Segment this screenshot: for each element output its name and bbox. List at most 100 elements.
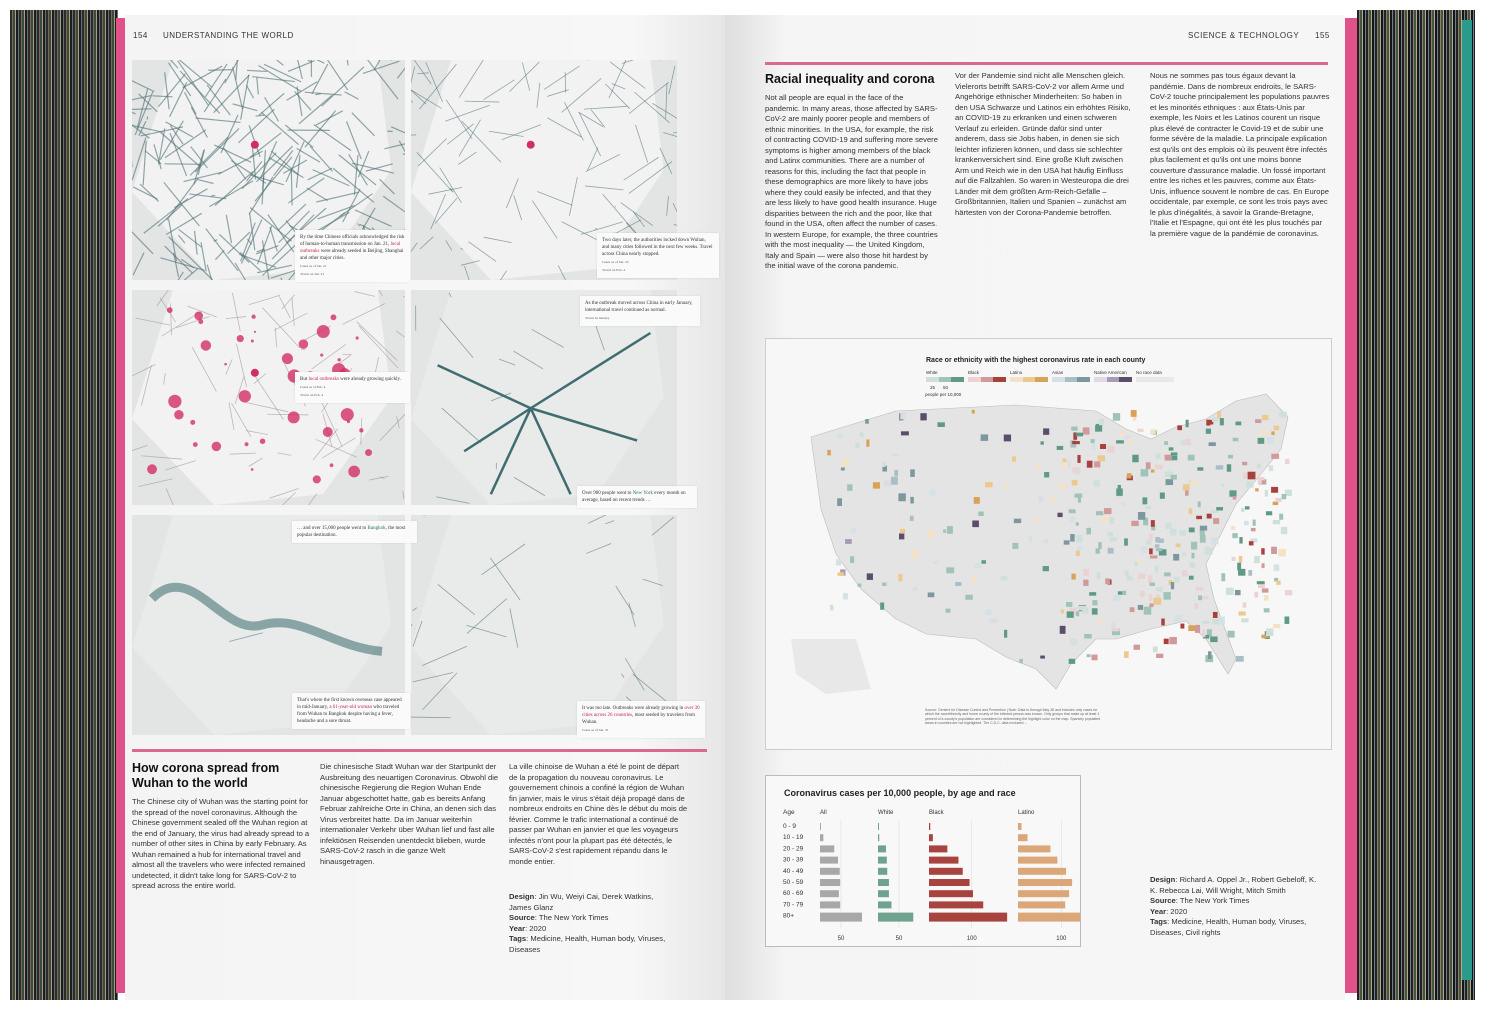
county-cell [1179,530,1186,536]
bar [1018,867,1067,875]
travel-route [269,488,299,499]
county-cell [1164,572,1171,577]
county-cell [1077,546,1083,551]
travel-route [642,578,663,586]
travel-route [624,658,645,691]
county-cell [933,561,938,565]
county-cell [1206,419,1211,426]
travel-route [183,268,199,280]
county-cell [1042,566,1049,572]
county-cell [911,551,918,559]
travel-route [464,266,470,280]
county-cell [898,493,906,502]
travel-route [382,195,405,213]
travel-route [428,187,463,195]
county-cell [1182,484,1190,491]
outbreak-circle [168,394,182,408]
county-cell [909,515,914,521]
county-cell [1165,523,1172,529]
outbreak-circle [236,334,244,343]
county-cell [1066,601,1073,607]
travel-route [165,488,174,505]
county-cell [1188,575,1194,580]
travel-route [163,373,166,385]
travel-route [252,76,295,83]
travel-route [351,162,395,174]
county-cell [1195,624,1201,633]
county-cell [1278,548,1286,557]
travel-route [152,95,173,98]
travel-route [166,177,199,221]
travel-route [141,455,183,460]
county-cell [1211,618,1220,625]
county-cell [1161,618,1165,626]
travel-route [358,325,399,369]
county-cell [1164,441,1168,445]
county-cell [1143,517,1149,526]
travel-route [164,129,207,159]
legend-label: Latino [1010,370,1023,375]
county-cell [845,539,852,544]
county-cell [1058,484,1066,490]
county-cell [1028,535,1033,542]
county-cell [1227,454,1233,459]
travel-route [422,672,458,710]
county-cell [1198,595,1202,601]
travel-route [138,121,147,136]
travel-route [564,101,584,141]
county-cell [1238,611,1246,616]
county-cell [899,528,906,534]
category-label: 20 - 29 [783,845,804,852]
county-cell [927,529,935,538]
county-cell [1243,472,1247,480]
travel-route [346,60,349,66]
bar [929,823,931,830]
travel-route [369,475,389,481]
travel-route [209,180,254,208]
travel-route [439,167,462,203]
travel-route [635,124,649,163]
county-cell [1148,575,1153,583]
county-cell [1075,611,1080,617]
county-cell [1120,502,1126,506]
travel-route [194,128,240,173]
county-cell [1130,410,1137,417]
travel-route [308,493,318,505]
travel-route [425,62,443,102]
county-cell [1155,453,1161,460]
bar [820,879,841,886]
travel-route [177,234,186,244]
county-cell [1221,573,1226,582]
county-cell [865,419,869,424]
travel-route [256,77,259,95]
travel-route [307,167,333,181]
series-label: All [820,810,827,816]
travel-route [290,168,293,206]
county-cell [1083,568,1090,576]
county-cell [1165,479,1174,486]
travel-route [190,106,208,138]
travel-route [163,182,200,227]
travel-route [416,152,453,192]
travel-route [255,114,265,117]
travel-route [260,141,278,179]
legend-label: White [926,370,938,375]
travel-route [153,144,162,170]
map-caption: Over 900 people went to New York every m… [577,486,697,508]
travel-route [178,228,202,248]
outbreak-circle [253,330,257,333]
county-cell [882,582,887,586]
outbreak-circle [224,362,227,366]
county-cell [1056,445,1064,450]
county-cell [837,498,842,506]
travel-route [672,203,677,213]
book-page-edges-left [10,10,118,1000]
county-cell [1084,633,1092,639]
county-cell [1092,443,1096,451]
bar [878,856,887,864]
travel-route [240,74,250,120]
county-cell [882,462,886,468]
outbreak-circle [174,410,184,420]
county-cell [1276,580,1281,585]
travel-route [132,124,163,133]
